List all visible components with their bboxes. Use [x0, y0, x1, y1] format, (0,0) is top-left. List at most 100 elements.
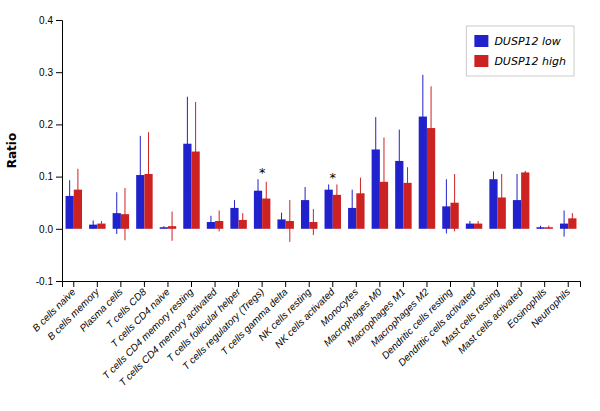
legend-item: DUSP12 low — [474, 35, 560, 48]
error-bar — [375, 117, 376, 182]
series — [66, 75, 569, 237]
y-axis: -0.1 0.0 0.1 0.2 0.3 0.4 — [36, 15, 63, 287]
y-tick-mark — [56, 20, 62, 21]
error-bar — [454, 174, 455, 231]
y-tick: -0.1 — [36, 276, 62, 287]
y-tick-label: 0.3 — [39, 67, 53, 78]
y-tick-label: 0.0 — [39, 224, 53, 235]
x-tick-mark — [521, 281, 522, 287]
legend-swatch — [474, 35, 488, 47]
error-bar — [422, 75, 423, 159]
error-bar — [101, 221, 102, 226]
x-tick-mark — [356, 281, 357, 287]
legend: DUSP12 low DUSP12 high — [466, 26, 574, 76]
x-tick-mark — [497, 281, 498, 287]
error-bar — [493, 171, 494, 187]
x-tick-mark — [450, 281, 451, 287]
x-tick-mark — [309, 281, 310, 287]
error-bar — [258, 179, 259, 202]
x-tick-mark — [73, 281, 74, 287]
bar — [521, 172, 529, 228]
bar — [325, 190, 333, 229]
x-tick: Plasma cells — [77, 281, 124, 334]
x-tick-mark — [544, 281, 545, 287]
error-bar — [172, 212, 173, 241]
error-bar — [140, 136, 141, 214]
error-bar — [328, 184, 329, 194]
y-tick-label: 0.1 — [39, 171, 53, 182]
error-bar — [360, 178, 361, 209]
y-tick: 0.0 — [39, 224, 62, 235]
x-tick: T cells CD4 memory activated — [117, 281, 219, 388]
error-bar — [116, 192, 117, 234]
error-bar — [431, 86, 432, 170]
x-tick-mark — [144, 281, 145, 287]
annotation: * — [259, 165, 266, 180]
error-bar — [289, 200, 290, 242]
error-bar — [446, 179, 447, 233]
x-tick-mark — [238, 281, 239, 287]
error-bar — [564, 211, 565, 237]
y-tick-mark — [56, 281, 62, 282]
error-bar — [313, 209, 314, 235]
error-bar — [501, 174, 502, 221]
error-bar — [77, 169, 78, 211]
chart: -0.1 0.0 0.1 0.2 0.3 0.4 B cells naiveB cells … — [0, 0, 600, 411]
y-tick-mark — [56, 124, 62, 125]
legend-item: DUSP12 high — [474, 55, 566, 68]
plot: -0.1 0.0 0.1 0.2 0.3 0.4 B cells naiveB cells … — [30, 15, 580, 388]
error-bar — [399, 130, 400, 193]
legend-frame — [466, 26, 574, 76]
error-bar — [525, 171, 526, 174]
error-bar — [69, 180, 70, 211]
error-bar — [352, 190, 353, 227]
x-tick-label: T cells CD4 memory resting — [100, 286, 195, 381]
y-tick: 0.1 — [39, 171, 62, 182]
y-axis-line — [56, 21, 63, 282]
error-bar — [305, 187, 306, 213]
legend-label: DUSP12 high — [494, 55, 566, 68]
y-tick-label: 0.2 — [39, 119, 53, 130]
error-bar — [210, 216, 211, 229]
x-tick-mark — [379, 281, 380, 287]
error-bar — [234, 200, 235, 216]
error-bar — [469, 221, 470, 226]
annotation: * — [330, 170, 337, 185]
error-bar — [281, 213, 282, 227]
error-bar — [517, 174, 518, 226]
legend-swatch — [474, 55, 488, 67]
y-tick: 0.2 — [39, 119, 62, 130]
x-tick: Neutrophils — [529, 281, 573, 330]
x-tick-mark — [215, 281, 216, 287]
error-bar — [187, 97, 188, 191]
error-bar — [407, 167, 408, 198]
legend-label: DUSP12 low — [494, 35, 560, 48]
x-tick-mark — [97, 281, 98, 287]
x-tick-mark — [426, 281, 427, 287]
marks — [66, 75, 577, 242]
y-tick-mark — [56, 229, 62, 230]
y-tick: 0.3 — [39, 67, 62, 78]
error-bar — [336, 184, 337, 205]
error-bar — [383, 137, 384, 226]
x-tick-label: Neutrophils — [529, 286, 573, 330]
x-tick-mark — [191, 281, 192, 287]
error-bar — [572, 213, 573, 223]
x-tick-mark — [262, 281, 263, 287]
error-bar — [195, 102, 196, 201]
x-axis: B cells naiveB cells memoryPlasma cellsT… — [30, 281, 580, 388]
x-tick-mark — [332, 281, 333, 287]
annotations: ** — [259, 165, 337, 185]
error-bar — [219, 211, 220, 232]
error-bar — [93, 220, 94, 228]
y-tick-label: -0.1 — [36, 276, 54, 287]
error-bar — [163, 226, 164, 228]
x-tick-label: T cells CD4 memory activated — [117, 286, 219, 388]
error-bar — [540, 226, 541, 229]
error-bar — [242, 213, 243, 227]
error-bar — [124, 188, 125, 240]
x-tick-mark — [167, 281, 168, 287]
y-tick-label: 0.4 — [39, 15, 53, 26]
error-bar — [478, 221, 479, 226]
series — [74, 86, 577, 242]
